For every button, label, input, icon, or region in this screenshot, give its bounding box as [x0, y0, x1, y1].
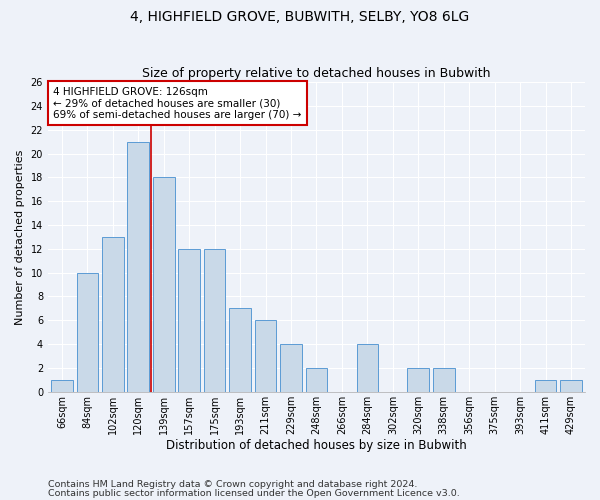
Text: 4 HIGHFIELD GROVE: 126sqm
← 29% of detached houses are smaller (30)
69% of semi-: 4 HIGHFIELD GROVE: 126sqm ← 29% of detac…	[53, 86, 302, 120]
Bar	[229, 308, 251, 392]
Bar	[127, 142, 149, 392]
Bar	[356, 344, 378, 392]
Bar	[204, 249, 226, 392]
Text: Contains HM Land Registry data © Crown copyright and database right 2024.: Contains HM Land Registry data © Crown c…	[48, 480, 418, 489]
Text: Contains public sector information licensed under the Open Government Licence v3: Contains public sector information licen…	[48, 488, 460, 498]
Bar	[77, 272, 98, 392]
Bar	[560, 380, 582, 392]
Y-axis label: Number of detached properties: Number of detached properties	[15, 149, 25, 324]
Bar	[305, 368, 327, 392]
Bar	[535, 380, 556, 392]
Bar	[407, 368, 429, 392]
Bar	[178, 249, 200, 392]
Bar	[153, 178, 175, 392]
Text: 4, HIGHFIELD GROVE, BUBWITH, SELBY, YO8 6LG: 4, HIGHFIELD GROVE, BUBWITH, SELBY, YO8 …	[130, 10, 470, 24]
Bar	[51, 380, 73, 392]
Bar	[280, 344, 302, 392]
Title: Size of property relative to detached houses in Bubwith: Size of property relative to detached ho…	[142, 66, 491, 80]
X-axis label: Distribution of detached houses by size in Bubwith: Distribution of detached houses by size …	[166, 440, 467, 452]
Bar	[102, 237, 124, 392]
Bar	[433, 368, 455, 392]
Bar	[255, 320, 277, 392]
